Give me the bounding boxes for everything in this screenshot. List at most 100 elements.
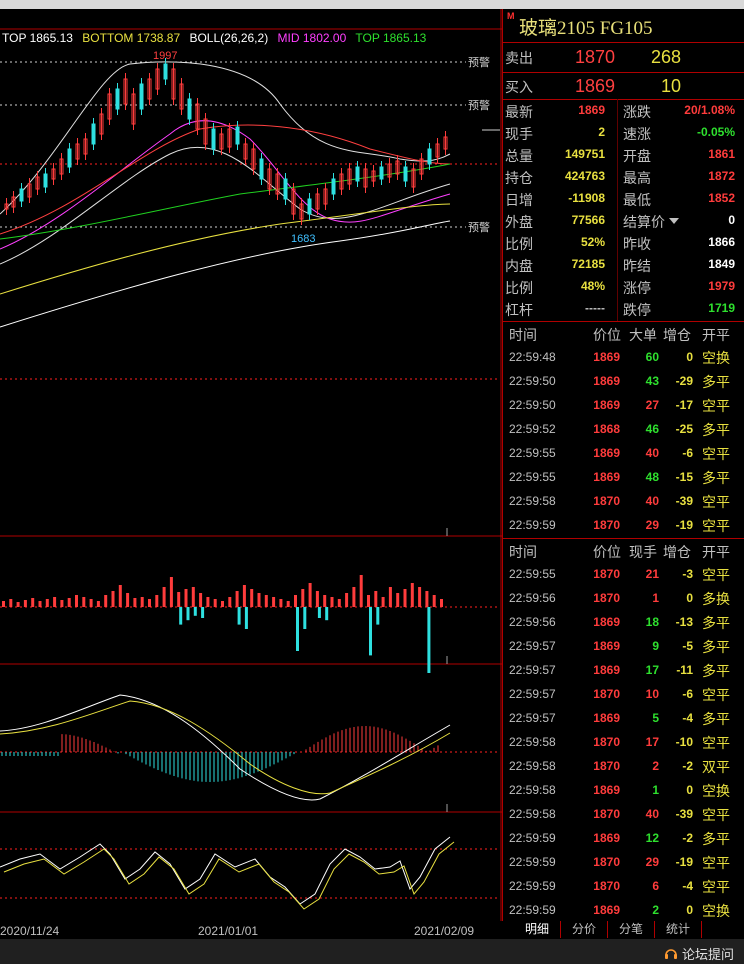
- quote-label: 持仓: [505, 170, 533, 186]
- row-open-close: 多平: [702, 711, 730, 727]
- settle-dropdown-icon[interactable]: [669, 218, 679, 224]
- row-time: 22:59:59: [509, 831, 556, 845]
- table-row[interactable]: 22:59:58 1870 40 -39 空平: [503, 489, 744, 513]
- date-label-mid: 2021/01/01: [198, 924, 259, 938]
- candle-body: [427, 148, 432, 165]
- volume-bar-up: [206, 597, 210, 607]
- tab-ticks[interactable]: 分笔: [608, 921, 655, 938]
- sell-volume: 268: [650, 47, 681, 67]
- candle-body: [35, 176, 40, 190]
- ma-yellow-line: [0, 203, 451, 295]
- candle-body: [331, 178, 336, 195]
- volume-bar-up: [213, 599, 217, 607]
- volume-bar-down: [427, 607, 431, 673]
- row-time: 22:59:48: [509, 350, 556, 364]
- table-row[interactable]: 22:59:57 1869 9 -5 多平: [503, 634, 744, 658]
- volume-bar-up: [23, 600, 27, 607]
- volume-bar-up: [396, 593, 400, 607]
- row-price: 1870: [593, 879, 620, 893]
- table-row[interactable]: 22:59:57 1870 10 -6 空平: [503, 682, 744, 706]
- col-open-close: 开平: [702, 327, 730, 343]
- row-volume: 40: [645, 807, 659, 821]
- table-row[interactable]: 22:59:59 1870 29 -19 空平: [503, 850, 744, 874]
- boll-params: BOLL(26,26,2): [189, 31, 269, 45]
- row-oi-change: 0: [686, 350, 693, 364]
- col-time: 时间: [509, 327, 537, 343]
- row-oi-change: -29: [675, 374, 693, 388]
- row-time: 22:59:59: [509, 903, 556, 917]
- row-open-close: 多换: [702, 591, 730, 607]
- date-label-end: 2021/02/09: [414, 924, 475, 938]
- quote-label: 总量: [505, 148, 533, 164]
- alert-label: 预警: [468, 220, 490, 234]
- orderbook-buy-row[interactable]: 买入 1869 10: [503, 73, 744, 101]
- volume-bar-down: [193, 607, 197, 616]
- forum-link[interactable]: 论坛提问: [664, 944, 734, 963]
- table-row[interactable]: 22:59:52 1868 46 -25 多平: [503, 417, 744, 441]
- row-price: 1870: [593, 759, 620, 773]
- row-time: 22:59:57: [509, 639, 556, 653]
- volume-bar-up: [359, 575, 363, 607]
- candle-body: [363, 168, 368, 188]
- contract-title[interactable]: 玻璃2105 FG105: [519, 18, 653, 39]
- row-oi-change: -5: [682, 639, 693, 653]
- volume-bar-up: [53, 597, 57, 607]
- volume-bar-up: [388, 587, 392, 607]
- candle-body: [315, 193, 320, 210]
- volume-bar-up: [286, 601, 290, 607]
- date-axis: 2020/11/24 2021/01/01 2021/02/09: [0, 921, 502, 939]
- candle-body: [371, 170, 376, 182]
- table-row[interactable]: 22:59:55 1869 48 -15 多平: [503, 465, 744, 489]
- table-row[interactable]: 22:59:58 1870 17 -10 空平: [503, 730, 744, 754]
- table-row[interactable]: 22:59:55 1870 21 -3 空平: [503, 562, 744, 586]
- table-row[interactable]: 22:59:50 1869 27 -17 空平: [503, 393, 744, 417]
- table-row[interactable]: 22:59:59 1869 12 -2 多平: [503, 826, 744, 850]
- table-row[interactable]: 22:59:58 1869 1 0 空换: [503, 778, 744, 802]
- row-oi-change: -6: [682, 687, 693, 701]
- table-row[interactable]: 22:59:58 1870 2 -2 双平: [503, 754, 744, 778]
- candle-body: [99, 113, 104, 135]
- candle-body: [443, 136, 448, 150]
- table-row[interactable]: 22:59:59 1869 2 0 空换: [503, 898, 744, 922]
- col-price: 价位: [593, 544, 621, 560]
- tab-detail[interactable]: 明细: [514, 921, 561, 938]
- row-volume: 2: [652, 903, 659, 917]
- row-oi-change: -2: [682, 759, 693, 773]
- row-time: 22:59:56: [509, 615, 556, 629]
- table-row[interactable]: 22:59:59 1870 6 -4 空平: [503, 874, 744, 898]
- volume-bar-up: [432, 595, 436, 607]
- orderbook-sell-row[interactable]: 卖出 1870 268: [503, 44, 744, 72]
- table-row[interactable]: 22:59:57 1869 5 -4 多平: [503, 706, 744, 730]
- candle-body: [323, 188, 328, 205]
- table-row[interactable]: 22:59:48 1869 60 0 空换: [503, 345, 744, 369]
- window-top-strip: [0, 0, 744, 9]
- row-time: 22:59:55: [509, 567, 556, 581]
- volume-bar-up: [155, 595, 159, 607]
- volume-bar-down: [244, 607, 248, 629]
- quote-row: 最新 1869 涨跌 20/1.08%: [503, 100, 744, 122]
- candle-body: [107, 93, 112, 120]
- table-row[interactable]: 22:59:55 1869 40 -6 空平: [503, 441, 744, 465]
- quote-label: 涨停: [623, 280, 651, 296]
- table-row[interactable]: 22:59:50 1869 43 -29 多平: [503, 369, 744, 393]
- table-row[interactable]: 22:59:58 1870 40 -39 空平: [503, 802, 744, 826]
- tab-price-level[interactable]: 分价: [561, 921, 608, 938]
- row-volume: 40: [645, 446, 659, 460]
- row-oi-change: -25: [675, 422, 693, 436]
- tab-stats[interactable]: 统计: [655, 921, 702, 938]
- volume-bar-up: [60, 600, 64, 607]
- row-open-close: 空平: [702, 855, 730, 871]
- table-row[interactable]: 22:59:56 1870 1 0 多换: [503, 586, 744, 610]
- table-row[interactable]: 22:59:59 1870 29 -19 空平: [503, 513, 744, 537]
- candle-body: [27, 183, 32, 198]
- sell-price: 1870: [574, 47, 615, 67]
- row-price: 1870: [593, 567, 620, 581]
- row-price: 1870: [593, 735, 620, 749]
- row-volume: 29: [645, 855, 659, 869]
- row-volume: 43: [645, 374, 659, 388]
- candle-body: [211, 128, 216, 150]
- table-row[interactable]: 22:59:56 1869 18 -13 多平: [503, 610, 744, 634]
- kline-chart-area[interactable]: 预警 预警 预警 1997 1683 TOP 1865.13 BOTTOM 1738.8…: [0, 9, 502, 921]
- table-row[interactable]: 22:59:57 1869 17 -11 多平: [503, 658, 744, 682]
